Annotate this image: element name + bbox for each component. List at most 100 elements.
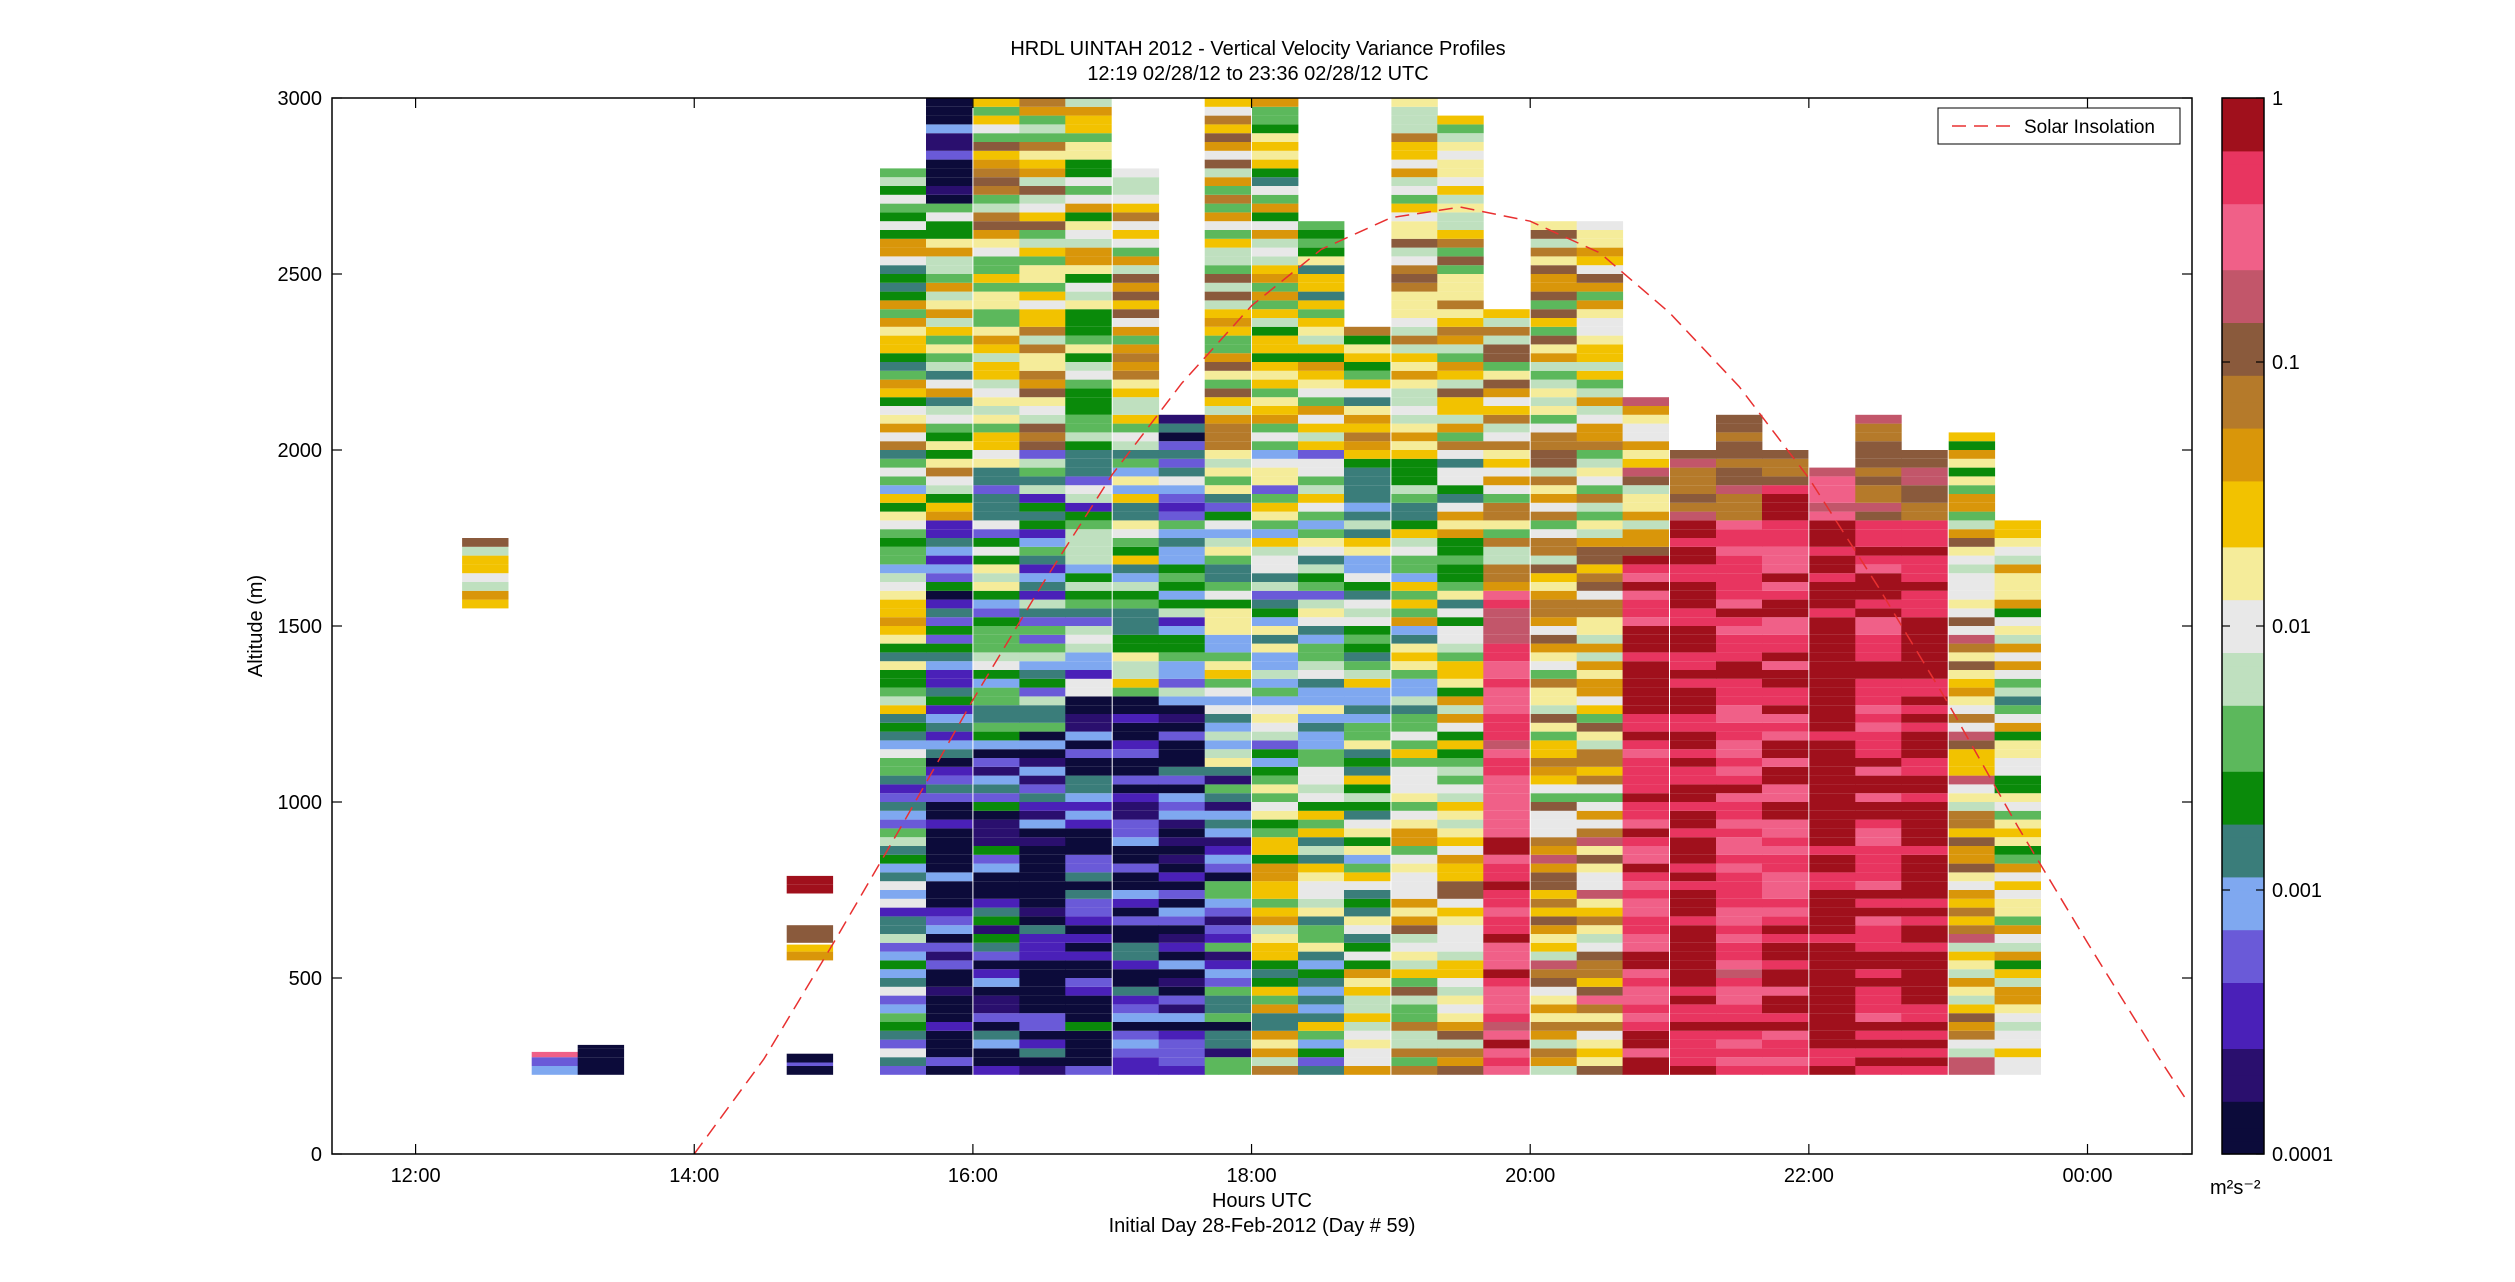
- heatmap-cell: [1252, 758, 1299, 767]
- colorbar-swatch: [2222, 98, 2264, 112]
- heatmap-cell: [1019, 1048, 1066, 1058]
- heatmap-cell: [1158, 881, 1206, 890]
- heatmap-cell: [1483, 458, 1530, 468]
- heatmap-cell: [1065, 397, 1112, 406]
- heatmap-cell: [1112, 793, 1160, 802]
- heatmap-cell: [1252, 1048, 1299, 1058]
- heatmap-cell: [1298, 274, 1345, 283]
- heatmap-cell: [1576, 326, 1624, 336]
- heatmap-cell: [1576, 230, 1624, 239]
- heatmap-cell: [1622, 520, 1669, 530]
- heatmap-cell: [973, 722, 1020, 732]
- heatmap-cell: [1344, 687, 1391, 697]
- heatmap-cell: [1437, 388, 1484, 398]
- heatmap-cell: [1670, 863, 1717, 873]
- heatmap-cell: [1298, 722, 1345, 732]
- heatmap-cell: [1622, 1022, 1669, 1031]
- heatmap-cell: [1344, 978, 1391, 987]
- heatmap-cell: [926, 282, 973, 292]
- heatmap-cell: [1298, 837, 1345, 846]
- heatmap-cell: [1298, 458, 1345, 468]
- heatmap-cell: [1204, 810, 1252, 820]
- heatmap-cell: [1855, 502, 1902, 512]
- heatmap-cell: [1901, 511, 1948, 521]
- heatmap-cell: [926, 362, 973, 371]
- heatmap-cell: [1112, 274, 1160, 283]
- heatmap-cell: [1391, 291, 1438, 301]
- heatmap-cell: [1344, 555, 1391, 565]
- heatmap-cell: [1809, 705, 1856, 714]
- heatmap-cell: [1576, 854, 1624, 864]
- heatmap-cell: [1530, 969, 1578, 978]
- heatmap-cell: [1948, 678, 1996, 688]
- heatmap-cell: [1252, 934, 1299, 943]
- heatmap-cell: [973, 705, 1020, 714]
- heatmap-cell: [1437, 1066, 1484, 1075]
- heatmap-cell: [1809, 819, 1856, 829]
- heatmap-cell: [1019, 467, 1066, 477]
- heatmap-cell: [973, 124, 1020, 134]
- heatmap-cell: [1576, 353, 1624, 362]
- heatmap-cell: [1576, 379, 1624, 389]
- heatmap-cell: [1112, 379, 1160, 389]
- heatmap-cell: [1994, 854, 2041, 864]
- heatmap-cell: [1716, 661, 1763, 670]
- heatmap-cell: [1298, 1066, 1345, 1075]
- heatmap-cell: [1809, 617, 1856, 626]
- heatmap-cell: [1483, 687, 1530, 697]
- heatmap-cell: [1762, 529, 1809, 538]
- heatmap-cell: [1762, 925, 1809, 934]
- heatmap-cell: [1762, 573, 1809, 582]
- heatmap-cell: [1158, 784, 1206, 794]
- heatmap-cell: [1204, 1066, 1252, 1075]
- heatmap-cell: [1576, 291, 1624, 301]
- heatmap-cell: [973, 247, 1020, 257]
- heatmap-cell: [1762, 538, 1809, 547]
- heatmap-cell: [1065, 1030, 1112, 1040]
- heatmap-cell: [1344, 793, 1391, 802]
- heatmap-cell: [1576, 722, 1624, 732]
- heatmap-cell: [1762, 758, 1809, 767]
- heatmap-cell: [1948, 819, 1996, 829]
- heatmap-cell: [1622, 634, 1669, 644]
- heatmap-cell: [1576, 1004, 1624, 1014]
- heatmap-cell: [880, 230, 927, 239]
- heatmap-cell: [1483, 714, 1530, 723]
- heatmap-cell: [1344, 1022, 1391, 1031]
- heatmap-cell: [1437, 538, 1484, 547]
- heatmap-cell: [1670, 626, 1717, 635]
- heatmap-cell: [973, 106, 1020, 116]
- colorbar-swatch: [2222, 414, 2264, 429]
- heatmap-cell: [880, 406, 927, 415]
- heatmap-cell: [1855, 538, 1902, 547]
- heatmap-cell: [1065, 186, 1112, 195]
- heatmap-cell: [1901, 978, 1948, 987]
- heatmap-cell: [1948, 749, 1996, 758]
- heatmap-cell: [1437, 555, 1484, 565]
- heatmap-cell: [1344, 432, 1391, 442]
- heatmap-cell: [1762, 511, 1809, 521]
- heatmap-cell: [1344, 423, 1391, 433]
- heatmap-cell: [1437, 731, 1484, 741]
- heatmap-cell: [1391, 247, 1438, 257]
- heatmap-cell: [1158, 1030, 1206, 1040]
- heatmap-cell: [1483, 441, 1530, 450]
- heatmap-cell: [1716, 626, 1763, 635]
- heatmap-cell: [1576, 423, 1624, 433]
- heatmap-cell: [1437, 291, 1484, 301]
- heatmap-cell: [880, 529, 927, 538]
- heatmap-cell: [462, 555, 509, 565]
- heatmap-cell: [880, 846, 927, 855]
- heatmap-cell: [1204, 758, 1252, 767]
- heatmap-cell: [973, 494, 1020, 503]
- heatmap-cell: [1530, 423, 1578, 433]
- heatmap-cell: [1298, 766, 1345, 776]
- heatmap-cell: [880, 590, 927, 600]
- heatmap-cell: [1112, 978, 1160, 987]
- heatmap-cell: [880, 678, 927, 688]
- heatmap-cell: [1298, 960, 1345, 970]
- heatmap-cell: [1204, 731, 1252, 741]
- heatmap-cell: [1437, 177, 1484, 186]
- heatmap-cell: [1065, 608, 1112, 618]
- heatmap-cell: [1622, 406, 1669, 415]
